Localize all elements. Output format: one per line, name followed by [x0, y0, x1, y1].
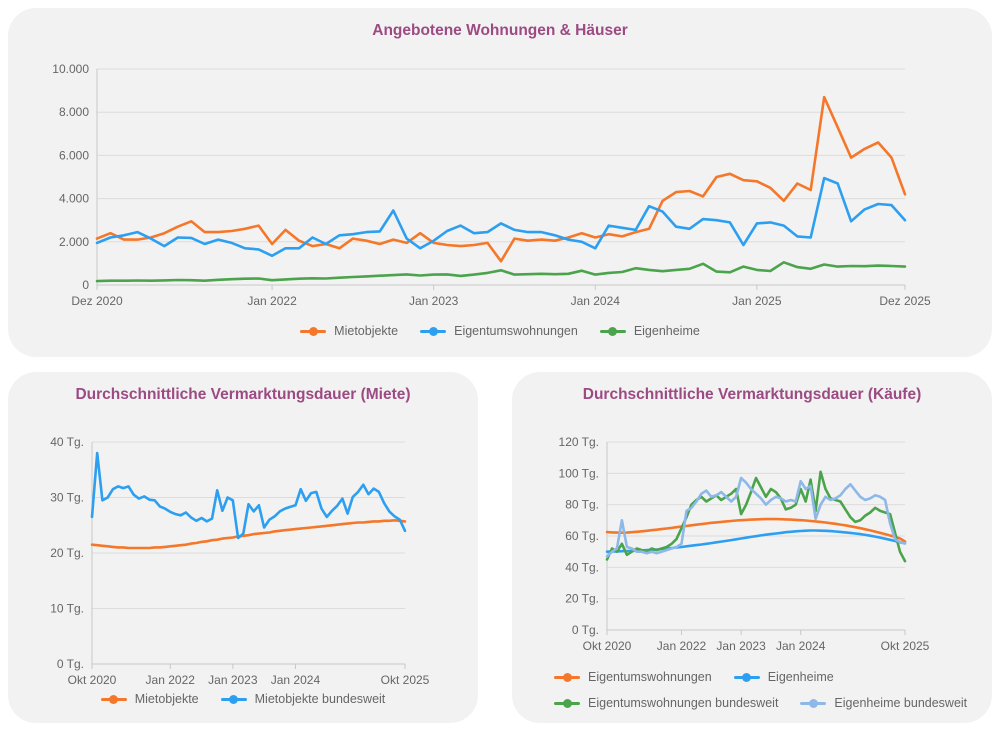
x-axis-tick-label: Dez 2025 [879, 294, 931, 308]
line-chart-vermarktung-kaeufe: 0 Tg. 20 Tg. 40 Tg. 60 Tg. 80 Tg. 100 Tg. 120 … [559, 435, 930, 653]
legend-item-mietobjekte[interactable]: Mietobjekte [300, 324, 398, 338]
x-axis-tick-label: Jan 2022 [657, 639, 707, 653]
chart-title-vermarktung-kaeufe: Durchschnittliche Vermarktungsdauer (Käu… [582, 386, 922, 403]
chart-line-mietobjekte [95, 95, 907, 263]
chart-line-eigentumswohnungen [95, 176, 907, 258]
x-axis-tick-label: Dez 2020 [71, 294, 123, 308]
chart-card-vermarktung-kaeufe: Durchschnittliche Vermarktungsdauer (Käu… [512, 372, 992, 723]
chart-legend-vermarktung-miete: Mietobjekte Mietobjekte bundesweit [8, 692, 478, 706]
line-chart-vermarktung-miete: 0 Tg. 10 Tg. 20 Tg. 30 Tg. 40 Tg. Okt 2020 Jan… [50, 435, 430, 687]
y-axis-tick-label: 40 Tg. [565, 560, 599, 574]
chart-legend-vermarktung-kaeufe-row1: Eigentumswohnungen Eigenheime [554, 670, 834, 684]
y-axis-tick-label: 6.000 [59, 148, 89, 162]
legend-dot-icon [742, 672, 752, 682]
y-axis-tick-label: 100 Tg. [559, 466, 599, 480]
x-axis-tick-label: Okt 2020 [68, 673, 117, 687]
y-axis-tick-label: 120 Tg. [559, 435, 599, 449]
legend-dot-icon [808, 698, 818, 708]
legend-line-dot-icon [554, 672, 580, 682]
legend-item-eigenheime[interactable]: Eigenheime [599, 324, 700, 338]
y-axis-tick-label: 0 Tg. [572, 623, 599, 637]
legend-dot-icon [562, 672, 572, 682]
legend-line-dot-icon [599, 326, 626, 336]
legend-item-eigenheime-bundesweit[interactable]: Eigenheime bundesweit [800, 696, 967, 710]
legend-item-eigentumswohnungen[interactable]: Eigentumswohnungen [554, 670, 712, 684]
x-axis-tick-label: Jan 2024 [571, 294, 621, 308]
x-axis-tick-label: Jan 2024 [776, 639, 826, 653]
x-axis-tick-label: Okt 2025 [881, 639, 930, 653]
chart-card-vermarktung-miete: Durchschnittliche Vermarktungsdauer (Mie… [8, 372, 478, 723]
legend-label: Eigentumswohnungen [588, 670, 712, 684]
x-axis-tick-label: Jan 2023 [716, 639, 766, 653]
chart-line-eigenheime [95, 261, 907, 283]
x-axis-tick-label: Okt 2025 [381, 673, 430, 687]
chart-line-eigenheime-bundesweit [605, 476, 907, 558]
chart-line-eigentumswohnungen-bundesweit [605, 470, 907, 563]
legend-dot-icon [109, 694, 119, 704]
legend-item-eigenheime[interactable]: Eigenheime [733, 670, 834, 684]
legend-label: Eigenheime [633, 324, 700, 338]
legend-label: Eigenheime [767, 670, 834, 684]
chart-line-mietobjekte [90, 519, 407, 550]
y-axis-tick-label: 10 Tg. [50, 602, 84, 616]
legend-label: Eigentumswohnungen [454, 324, 578, 338]
y-axis-tick-label: 0 Tg. [57, 657, 84, 671]
line-chart-angebote: 0 2.000 4.000 6.000 8.000 10.000 Dez 2020 Jan 2… [52, 62, 931, 308]
chart-title-angebote: Angebotene Wohnungen & Häuser [372, 22, 628, 39]
legend-dot-icon [562, 698, 572, 708]
legend-item-eigentumswohnungen[interactable]: Eigentumswohnungen [420, 324, 578, 338]
legend-line-dot-icon [100, 694, 127, 704]
legend-dot-icon [608, 326, 618, 336]
x-axis-tick-label: Jan 2023 [409, 294, 459, 308]
x-axis-tick-label: Okt 2020 [583, 639, 632, 653]
legend-label: Mietobjekte [334, 324, 399, 338]
y-axis-tick-label: 40 Tg. [50, 435, 84, 449]
chart-legend-angebote: Mietobjekte Eigentumswohnungen Eigenheime [8, 324, 992, 338]
legend-item-mietobjekte[interactable]: Mietobjekte [100, 692, 199, 706]
x-axis-tick-label: Jan 2022 [146, 673, 196, 687]
legend-line-dot-icon [420, 326, 447, 336]
chart-legend-vermarktung-kaeufe-row2: Eigentumswohnungen bundesweit Eigenheime … [554, 696, 967, 710]
legend-line-dot-icon [733, 672, 760, 682]
chart-line-eigentumswohnungen [605, 517, 907, 543]
y-axis-tick-label: 10.000 [52, 62, 89, 76]
legend-item-mietobjekte-bundesweit[interactable]: Mietobjekte bundesweit [220, 692, 386, 706]
y-axis-tick-label: 60 Tg. [565, 529, 599, 543]
y-axis-tick-label: 0 [82, 278, 89, 292]
y-axis-tick-label: 80 Tg. [565, 498, 599, 512]
x-axis-tick-label: Jan 2025 [732, 294, 782, 308]
legend-line-dot-icon [300, 326, 327, 336]
y-axis-tick-label: 20 Tg. [565, 592, 599, 606]
legend-label: Eigenheime bundesweit [834, 696, 968, 710]
y-axis-tick-label: 30 Tg. [50, 491, 84, 505]
x-axis-tick-label: Jan 2022 [247, 294, 297, 308]
legend-dot-icon [308, 326, 318, 336]
legend-line-dot-icon [554, 698, 580, 708]
chart-line-mietobjekte-bundesweit [90, 451, 407, 540]
chart-title-vermarktung-miete: Durchschnittliche Vermarktungsdauer (Mie… [75, 386, 411, 403]
legend-label: Eigentumswohnungen bundesweit [588, 696, 779, 710]
legend-line-dot-icon [220, 694, 247, 704]
chart-card-angebote: Angebotene Wohnungen & Häuser 0 2.000 4.00… [8, 8, 992, 357]
legend-dot-icon [428, 326, 438, 336]
legend-label: Mietobjekte bundesweit [254, 692, 386, 706]
y-axis-tick-label: 20 Tg. [50, 546, 84, 560]
y-axis-tick-label: 8.000 [59, 105, 89, 119]
legend-line-dot-icon [800, 698, 827, 708]
legend-dot-icon [229, 694, 239, 704]
legend-item-eigentumswohnungen-bundesweit[interactable]: Eigentumswohnungen bundesweit [554, 696, 778, 710]
legend-label: Mietobjekte [134, 692, 199, 706]
x-axis-tick-label: Jan 2024 [271, 673, 321, 687]
y-axis-tick-label: 2.000 [59, 235, 89, 249]
y-axis-tick-label: 4.000 [59, 192, 89, 206]
x-axis-tick-label: Jan 2023 [208, 673, 258, 687]
